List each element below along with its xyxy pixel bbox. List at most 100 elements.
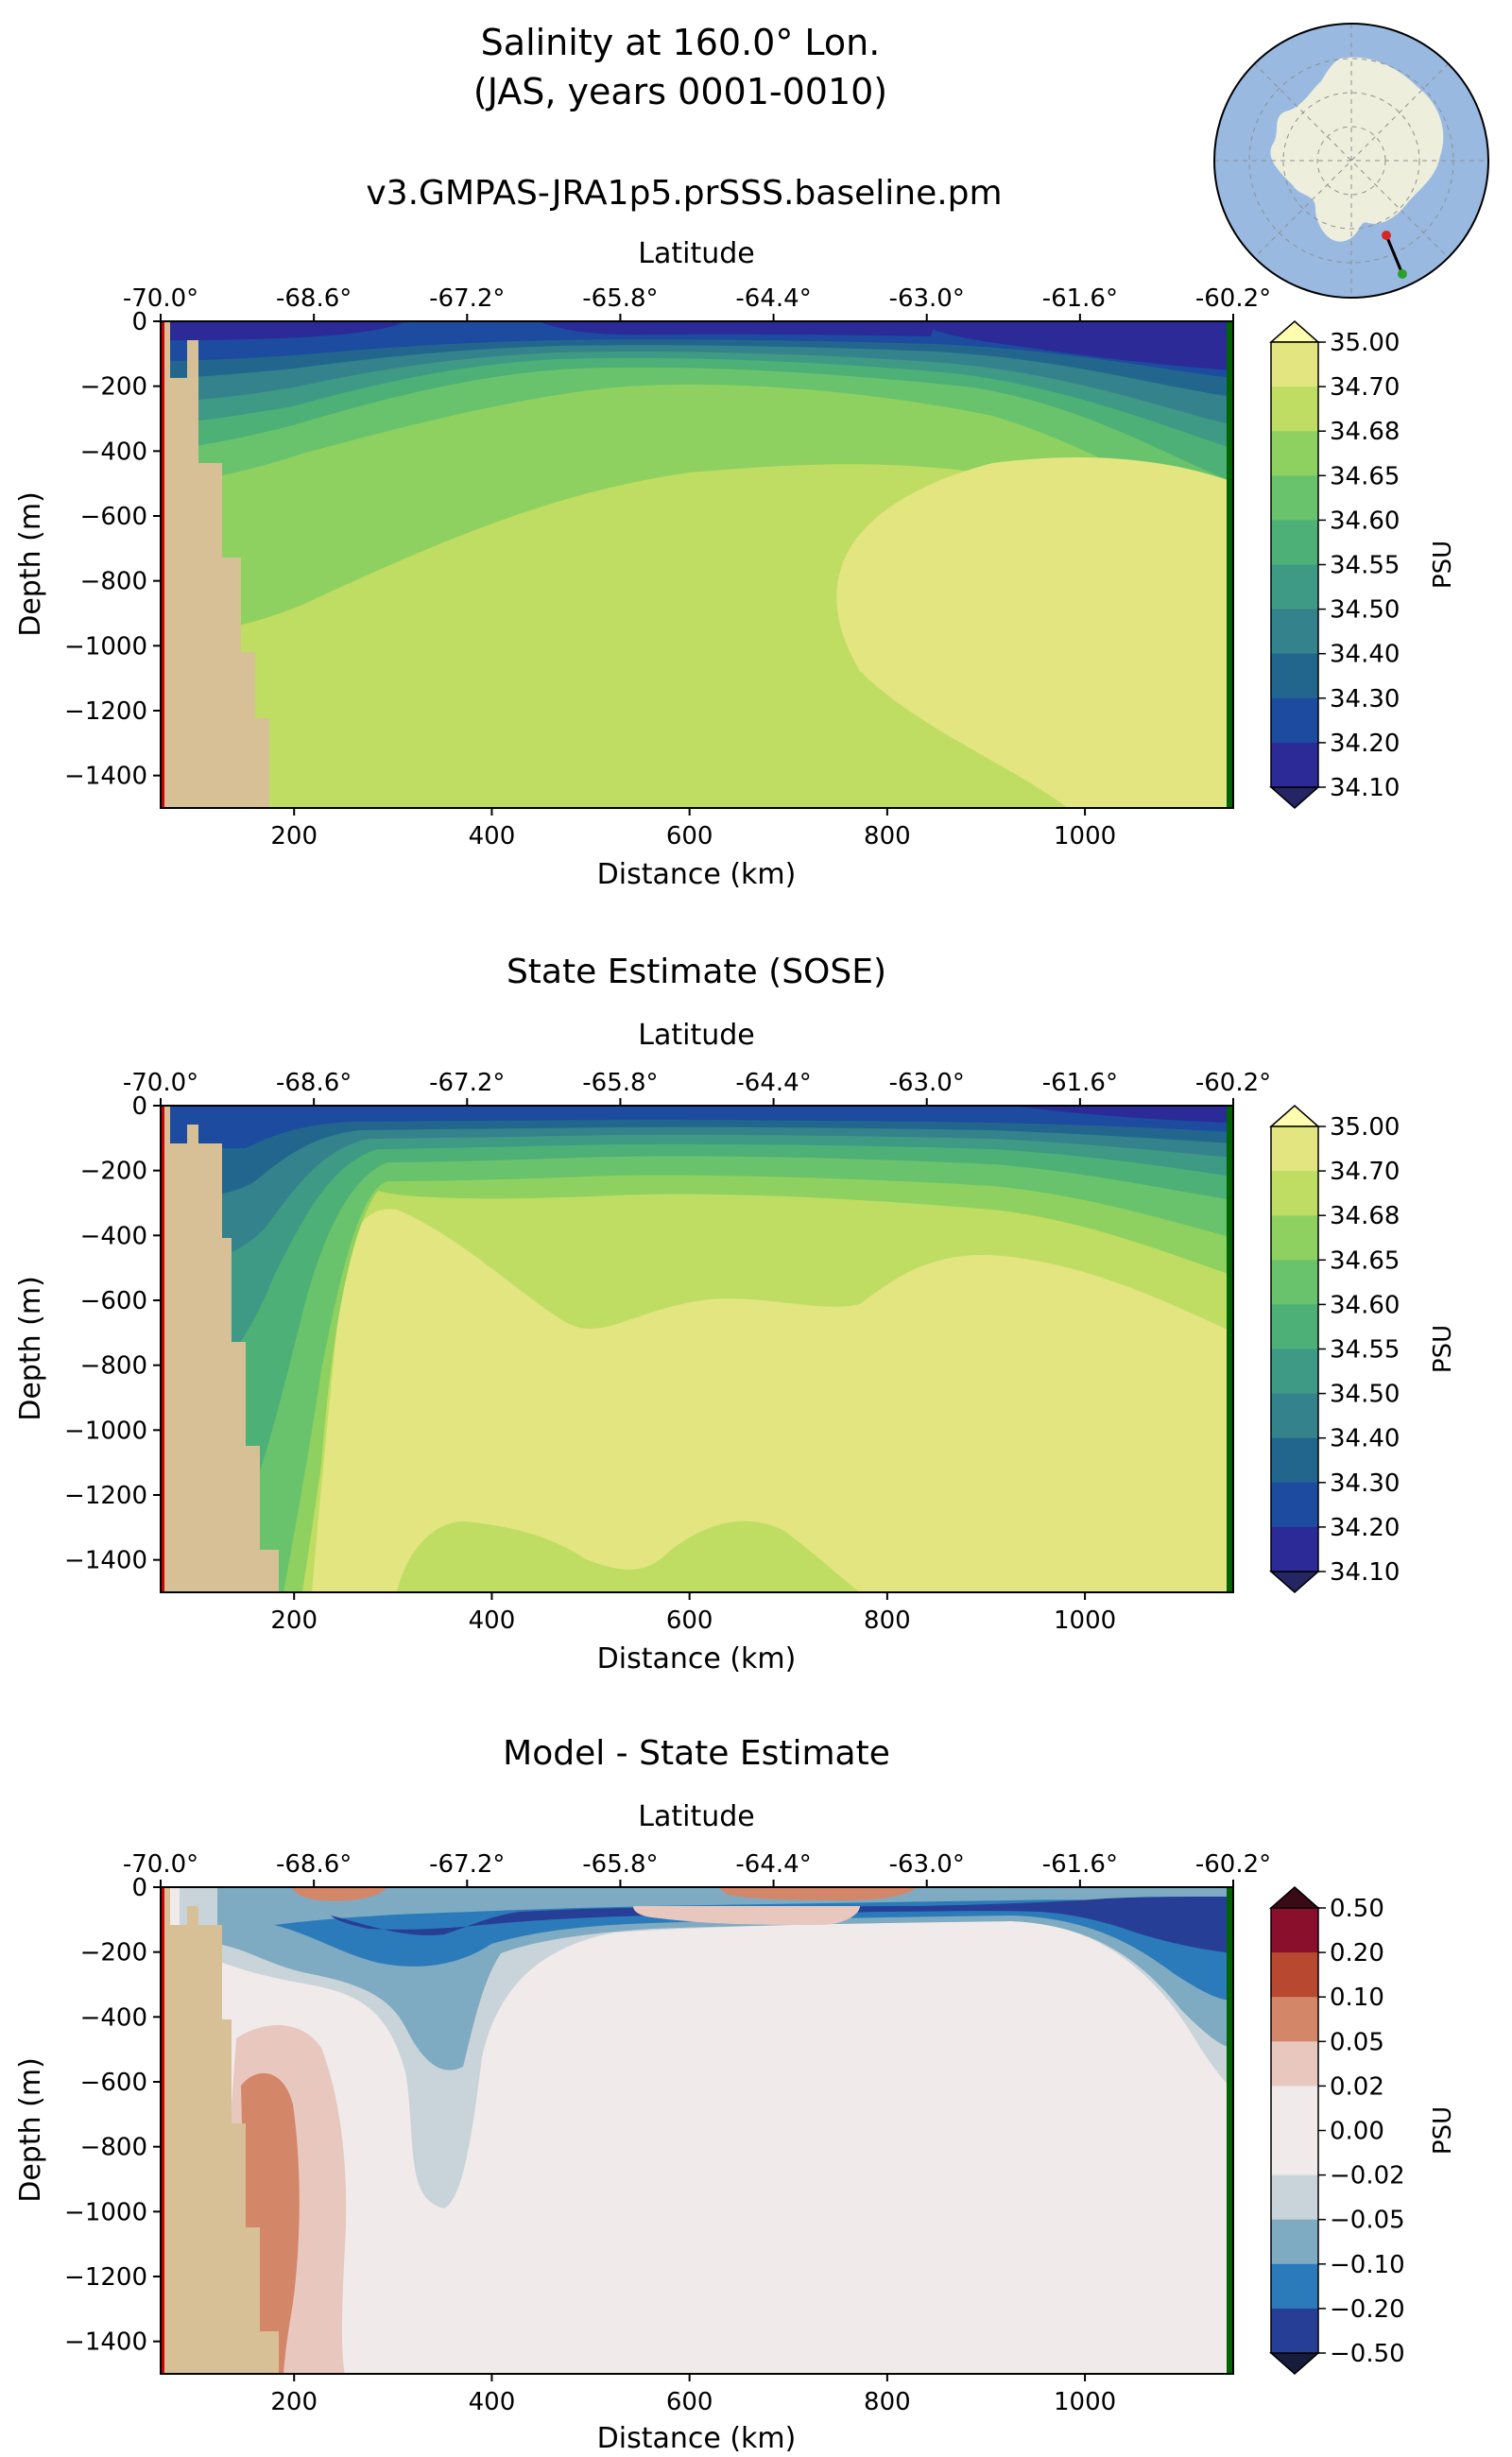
panel-1-ylabel: Depth (m) — [14, 491, 47, 637]
y-tick-label: −1000 — [64, 1417, 147, 1445]
top-tick-label: -65.8° — [582, 284, 658, 313]
colorbar-tick-label: 34.60 — [1330, 507, 1400, 535]
colorbar-tick-label: 0.02 — [1330, 2072, 1384, 2101]
top-tick-label: -63.0° — [889, 284, 965, 313]
panel-2-colorbar: 35.00 34.70 34.68 34.65 34.60 34.55 34.50 34.40… — [1269, 1105, 1457, 1593]
colorbar-unit-label: PSU — [1429, 1325, 1457, 1373]
y-tick-label: −1400 — [64, 2328, 147, 2357]
top-tick-label: -64.4° — [735, 1850, 811, 1879]
panel-3-xlabel: Distance (km) — [597, 2422, 797, 2455]
x-tick-label: 200 — [270, 822, 318, 850]
colorbar-extend-min — [1269, 786, 1320, 809]
colorbar-swatch — [1271, 475, 1318, 521]
panel-1-y-ticks: 0 −200 −400 −600 −800 −1000 −1200 −1400 — [64, 308, 161, 791]
panel-2-contour-34.10 — [1011, 1106, 1233, 1123]
colorbar-swatch — [1271, 1526, 1318, 1572]
x-tick-label: 400 — [469, 1606, 516, 1635]
colorbar-swatch — [1271, 342, 1318, 387]
transect-start-marker — [1382, 231, 1391, 240]
y-tick-label: −1200 — [64, 2263, 147, 2292]
top-tick-label: -61.6° — [1042, 1850, 1118, 1879]
panel-1-axes-frame — [160, 320, 1234, 809]
colorbar-tick-label: 0.20 — [1330, 1939, 1384, 1967]
colorbar-tick-label: 34.10 — [1330, 774, 1400, 802]
y-tick-label: 0 — [131, 1874, 147, 1902]
colorbar-extend-max — [1269, 320, 1320, 343]
panel-3-contour-neg0.10 — [274, 1899, 1233, 2001]
colorbar-tick-label: −0.02 — [1330, 2162, 1405, 2191]
transect-end-marker — [1398, 269, 1407, 279]
colorbar-tick-label: 0.10 — [1330, 1984, 1384, 2012]
colorbar-swatch — [1271, 2086, 1318, 2131]
colorbar-swatch — [1271, 2219, 1318, 2265]
x-tick-label: 200 — [270, 1606, 318, 1635]
y-tick-label: −1200 — [64, 1482, 147, 1510]
panel-1-plot-area — [161, 321, 1233, 808]
top-tick-label: -67.2° — [429, 1850, 505, 1879]
y-tick-label: −400 — [80, 2003, 147, 2032]
panel-3-top-xlabel: Latitude — [638, 1800, 754, 1833]
colorbar-tick-label: 34.70 — [1330, 1158, 1400, 1186]
colorbar-swatch — [1271, 1482, 1318, 1528]
colorbar-extend-max — [1269, 1105, 1320, 1127]
panel-2-start-marker — [161, 1106, 164, 1592]
panel-1-end-marker — [1227, 321, 1233, 808]
top-tick-label: -63.0° — [889, 1069, 965, 1097]
y-tick-label: −1000 — [64, 632, 147, 661]
colorbar-swatch — [1271, 1126, 1318, 1172]
panel-1-contour-34.10 — [161, 321, 1233, 370]
colorbar-tick-label: 34.20 — [1330, 730, 1400, 758]
top-tick-label: -60.2° — [1195, 284, 1271, 313]
x-tick-label: 400 — [469, 2388, 516, 2416]
colorbar-swatch — [1271, 1952, 1318, 1998]
inset-map — [1213, 23, 1489, 299]
colorbar-swatch — [1271, 1349, 1318, 1395]
colorbar-swatch — [1271, 1260, 1318, 1305]
colorbar-swatch — [1271, 520, 1318, 565]
top-tick-label: -65.8° — [582, 1850, 658, 1879]
y-tick-label: 0 — [131, 1092, 147, 1121]
y-tick-label: −800 — [80, 568, 147, 596]
y-tick-label: −800 — [80, 1352, 147, 1381]
colorbar-tick-label: 34.65 — [1330, 1246, 1400, 1275]
y-tick-label: −800 — [80, 2134, 147, 2162]
panel-1-title: v3.GMPAS-JRA1p5.prSSS.baseline.pm — [366, 174, 1002, 213]
x-tick-label: 1000 — [1054, 2388, 1116, 2416]
colorbar-tick-label: 34.55 — [1330, 552, 1400, 580]
top-tick-label: -70.0° — [123, 1069, 198, 1097]
colorbar-swatch — [1271, 564, 1318, 610]
colorbar-tick-label: 34.10 — [1330, 1558, 1400, 1587]
panel-1-xlabel: Distance (km) — [597, 858, 797, 891]
map-graticule — [1214, 24, 1488, 298]
colorbar-swatch — [1271, 2308, 1318, 2354]
colorbar-tick-label: 34.55 — [1330, 1336, 1400, 1365]
colorbar-tick-label: 0.00 — [1330, 2118, 1384, 2146]
top-tick-label: -65.8° — [582, 1069, 658, 1097]
y-tick-label: −600 — [80, 2069, 147, 2097]
colorbar-tick-label: 34.20 — [1330, 1514, 1400, 1542]
colorbar-tick-label: 34.40 — [1330, 641, 1400, 669]
y-tick-label: −1400 — [64, 1547, 147, 1575]
top-tick-label: -61.6° — [1042, 1069, 1118, 1097]
panel-3-contour-pos0.05-surface — [633, 1906, 860, 1925]
colorbar-swatch — [1271, 1437, 1318, 1484]
figure-title-line1: Salinity at 160.0° Lon. — [481, 22, 881, 63]
panel-3-top-ticks: -70.0° -68.6° -67.2° -65.8° -64.4° -63.0° -61.… — [123, 1850, 1271, 1887]
panel-2-bathymetry — [161, 1106, 279, 1592]
x-tick-label: 200 — [270, 2388, 318, 2416]
top-tick-label: -70.0° — [123, 1850, 198, 1879]
top-tick-label: -60.2° — [1195, 1069, 1271, 1097]
x-tick-label: 1000 — [1054, 822, 1116, 850]
panel-2-y-ticks: 0 −200 −400 −600 −800 −1000 −1200 −1400 — [64, 1092, 161, 1575]
colorbar-swatch — [1271, 387, 1318, 432]
colorbar-swatch — [1271, 1215, 1318, 1261]
colorbar-tick-label: 34.68 — [1330, 1202, 1400, 1230]
colorbar-extend-min — [1269, 2352, 1320, 2375]
top-tick-label: -60.2° — [1195, 1850, 1271, 1879]
panel-1-contour-34.70 — [836, 457, 1233, 808]
panel-3-bathymetry — [161, 1887, 279, 2374]
figure-title-line2: (JAS, years 0001-0010) — [473, 71, 887, 112]
y-tick-label: −1000 — [64, 2198, 147, 2226]
panel-3-axes-frame — [160, 1886, 1234, 2375]
colorbar-tick-label: 34.70 — [1330, 373, 1400, 402]
